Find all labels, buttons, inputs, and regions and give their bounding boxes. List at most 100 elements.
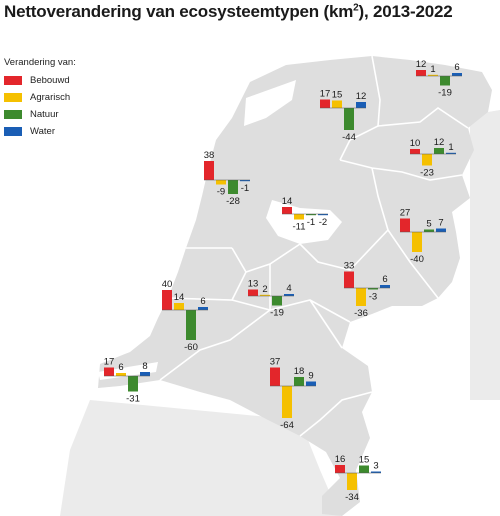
bar-water	[284, 294, 294, 296]
region-bar-group: 10 -23 12 1	[410, 137, 456, 179]
bar-bebouwd	[320, 99, 330, 108]
legend-item-bebouwd: Bebouwd	[4, 72, 76, 89]
bar-natuur	[368, 288, 378, 290]
bar-bebouwd	[344, 271, 354, 288]
legend-swatch	[4, 110, 22, 119]
data-label: 7	[438, 218, 443, 229]
data-label: -36	[354, 308, 368, 319]
region-bar-group: 33-36-36	[344, 261, 390, 319]
bar-water	[371, 471, 381, 473]
data-label: 2	[262, 284, 267, 295]
data-label: -23	[420, 168, 434, 179]
data-label: 14	[174, 292, 185, 303]
data-label: 9	[308, 371, 313, 382]
legend-label: Water	[30, 126, 55, 137]
region-bar-group: 17 6 -31 8	[104, 357, 150, 405]
data-label: 6	[118, 362, 123, 373]
data-label: 27	[400, 208, 411, 219]
bar-natuur	[344, 108, 354, 130]
data-label: 1	[430, 64, 435, 75]
bar-water	[140, 372, 150, 376]
data-label: 14	[282, 196, 293, 207]
bar-agrarisch	[347, 473, 357, 490]
bar-agrarisch	[428, 74, 438, 76]
region-bar-group: 16 -34 153	[335, 454, 381, 503]
data-label: -31	[126, 394, 140, 405]
data-label: 12	[434, 137, 445, 148]
bar-agrarisch	[294, 214, 304, 220]
neighbor-land	[470, 110, 500, 400]
province-borders	[159, 55, 469, 437]
legend-item-natuur: Natuur	[4, 106, 76, 123]
bar-bebouwd	[282, 207, 292, 214]
bar-natuur	[272, 296, 282, 306]
bar-bebouwd	[162, 290, 172, 310]
legend-item-agrarisch: Agrarisch	[4, 89, 76, 106]
legend-label: Agrarisch	[30, 92, 71, 103]
bar-bebouwd	[335, 465, 345, 473]
data-label: 38	[204, 150, 215, 161]
data-label: -40	[410, 254, 424, 265]
bar-water	[240, 180, 250, 182]
page-title: Nettoverandering van ecosysteemtypen (km…	[4, 2, 453, 21]
data-label: 6	[454, 62, 459, 73]
legend-label: Bebouwd	[30, 75, 70, 86]
data-label: 17	[104, 357, 115, 368]
region-bar-group: 12 1 -19 6	[416, 59, 462, 99]
bar-bebouwd	[400, 218, 410, 232]
data-label: -19	[438, 88, 452, 99]
data-label: 1	[448, 142, 453, 153]
data-label: -34	[345, 492, 359, 503]
data-label: -19	[270, 308, 284, 319]
bar-natuur	[359, 465, 369, 473]
region-bar-group: 38 -9-28-1	[204, 150, 250, 207]
neighbor-land	[60, 400, 340, 516]
bar-bebouwd	[416, 70, 426, 76]
region-bar-group: 17 15 -44 12	[320, 89, 367, 144]
bar-water	[380, 285, 390, 288]
data-label: 12	[416, 59, 427, 70]
legend-label: Natuur	[30, 109, 59, 120]
bar-bebouwd	[270, 367, 280, 386]
data-label: 33	[344, 261, 355, 272]
bar-water	[198, 307, 208, 310]
bar-natuur	[186, 310, 196, 340]
bar-water	[306, 381, 316, 386]
data-label: 15	[332, 90, 343, 101]
wadden-sea	[244, 80, 296, 126]
data-label: 16	[335, 454, 346, 465]
bar-agrarisch	[282, 386, 292, 418]
data-label: 18	[294, 366, 305, 377]
bar-natuur	[228, 180, 238, 194]
data-label: 12	[356, 91, 367, 102]
data-label: 8	[142, 361, 147, 372]
data-label: 5	[426, 219, 431, 230]
data-label: 10	[410, 138, 421, 149]
bar-bebouwd	[410, 149, 420, 154]
bar-water	[356, 102, 366, 108]
legend-title: Verandering van:	[4, 57, 76, 68]
legend-swatch	[4, 76, 22, 85]
bar-natuur	[128, 376, 138, 392]
data-label: 37	[270, 357, 281, 368]
data-label: -2	[319, 217, 327, 228]
region-bar-group: 27 -40 5 7	[400, 208, 446, 265]
data-label: -3	[369, 292, 377, 303]
legend-swatch	[4, 127, 22, 136]
region-bar-group: 13 2 -19 4	[248, 279, 294, 319]
bar-natuur	[440, 76, 450, 86]
bar-natuur	[306, 214, 316, 216]
data-label: 13	[248, 279, 259, 290]
bar-agrarisch	[116, 373, 126, 376]
data-label: -11	[292, 222, 305, 233]
bar-agrarisch	[260, 294, 270, 296]
bar-agrarisch	[174, 303, 184, 310]
bar-water	[318, 214, 328, 216]
data-label: -64	[280, 420, 294, 431]
bar-agrarisch	[356, 288, 366, 306]
legend-swatch	[4, 93, 22, 102]
data-label: -1	[307, 217, 315, 228]
bar-natuur	[424, 229, 434, 232]
